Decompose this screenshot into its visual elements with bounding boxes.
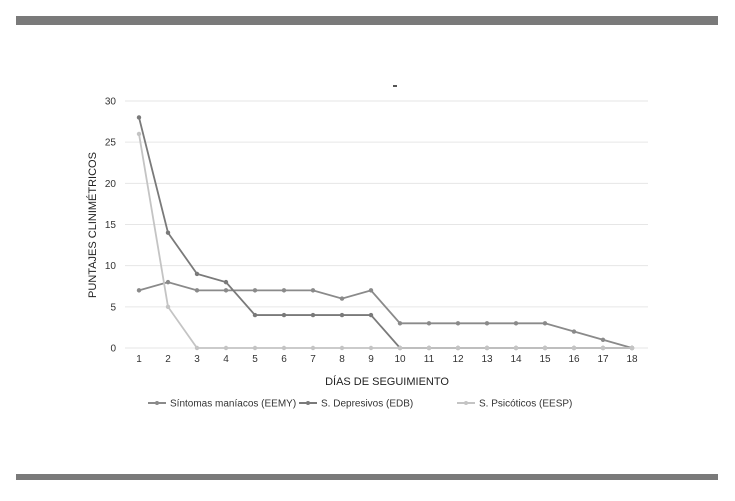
x-axis-title: DÍAS DE SEGUIMIENTO	[325, 375, 449, 388]
y-tick-label: 0	[110, 344, 116, 355]
data-point	[629, 345, 635, 351]
data-point	[136, 288, 142, 293]
x-tick-label: 4	[223, 354, 229, 365]
legend-marker	[155, 401, 159, 405]
data-point	[397, 345, 403, 351]
legend-marker	[464, 401, 468, 405]
x-tick-label: 10	[394, 354, 406, 365]
data-point	[339, 345, 345, 351]
data-point	[368, 288, 374, 293]
legend-label: S. Psicóticos (EESP)	[479, 399, 572, 410]
data-point	[339, 312, 345, 318]
data-point	[136, 115, 142, 120]
x-tick-label: 17	[597, 354, 609, 365]
series-line	[138, 133, 632, 349]
x-tick-label: 12	[452, 354, 464, 365]
y-tick-label: 25	[105, 138, 117, 149]
data-point	[223, 288, 229, 293]
x-tick-label: 18	[626, 354, 638, 365]
y-tick-label: 15	[105, 220, 117, 231]
x-tick-label: 2	[165, 354, 171, 365]
data-point	[484, 321, 490, 326]
x-tick-labels: 1 2 3 4 5 6 7 8 9 10 11 12 13 14 15 16 17 18	[136, 354, 638, 365]
data-point	[542, 345, 548, 351]
data-point	[426, 345, 432, 351]
y-tick-label: 30	[105, 97, 117, 108]
x-tick-label: 8	[339, 354, 345, 365]
data-point	[310, 288, 316, 293]
data-point	[223, 279, 229, 285]
x-tick-label: 1	[136, 354, 142, 365]
y-tick-label: 20	[105, 179, 117, 190]
x-tick-label: 14	[510, 354, 522, 365]
data-point	[339, 296, 345, 301]
y-tick-label: 5	[110, 302, 116, 313]
data-point	[600, 345, 606, 351]
data-point	[310, 312, 316, 318]
data-point	[368, 345, 374, 351]
data-point	[542, 321, 548, 326]
legend-marker	[306, 401, 310, 405]
data-point	[252, 288, 258, 293]
legend-label: Síntomas maníacos (EEMY)	[170, 399, 296, 410]
data-point	[426, 321, 432, 326]
data-point	[455, 345, 461, 351]
data-point	[513, 321, 519, 326]
legend: Síntomas maníacos (EEMY) S. Depresivos (E…	[148, 399, 572, 410]
data-point	[455, 321, 461, 326]
data-point	[368, 312, 374, 318]
x-tick-label: 15	[539, 354, 551, 365]
data-point	[281, 312, 287, 318]
y-axis-title: PUNTAJES CLINIMÉTRICOS	[86, 152, 99, 298]
stray-mark	[393, 85, 397, 87]
data-point	[281, 345, 287, 351]
series-lines	[136, 115, 635, 351]
top-rule	[16, 16, 718, 25]
data-point	[223, 345, 229, 351]
x-tick-label: 11	[424, 354, 435, 365]
data-point	[484, 345, 490, 351]
data-point	[281, 288, 287, 293]
legend-label: S. Depresivos (EDB)	[321, 399, 413, 410]
data-point	[165, 230, 171, 235]
gridlines	[125, 100, 648, 349]
data-point	[194, 345, 200, 351]
data-point	[252, 312, 258, 318]
data-point	[252, 345, 258, 351]
data-point	[571, 329, 577, 334]
data-point	[600, 337, 606, 342]
x-tick-label: 3	[194, 354, 200, 365]
x-tick-label: 5	[252, 354, 258, 365]
x-tick-label: 6	[281, 354, 287, 365]
y-tick-label: 10	[105, 261, 117, 272]
data-point	[194, 288, 200, 293]
series-line	[138, 117, 632, 349]
x-tick-label: 13	[481, 354, 493, 365]
x-tick-label: 16	[568, 354, 580, 365]
data-point	[397, 321, 403, 326]
data-point	[165, 279, 171, 285]
x-tick-label: 9	[368, 354, 374, 365]
data-point	[513, 345, 519, 351]
data-point	[310, 345, 316, 351]
data-point	[136, 131, 142, 137]
series-line	[138, 281, 633, 349]
data-point	[165, 304, 171, 310]
data-point	[571, 345, 577, 351]
x-tick-label: 7	[310, 354, 316, 365]
y-tick-labels: 0 5 10 15 20 25 30	[105, 97, 117, 355]
data-point	[194, 271, 200, 277]
bottom-rule	[16, 474, 718, 480]
